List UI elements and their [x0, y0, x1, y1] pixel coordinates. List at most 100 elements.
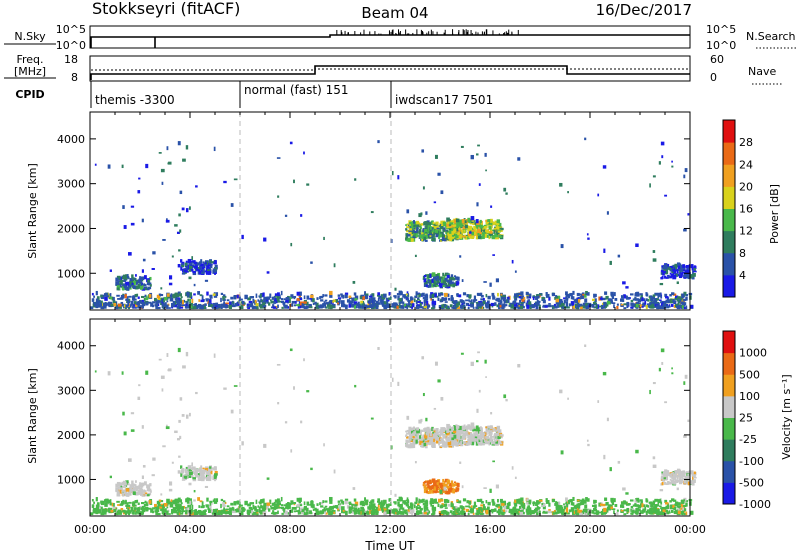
- power-cell: [329, 299, 333, 302]
- power-cell: [565, 301, 569, 304]
- power-cell: [575, 304, 577, 309]
- power-cell: [424, 299, 428, 303]
- velocity-cell: [183, 475, 188, 479]
- power-cell: [439, 231, 443, 234]
- power-cell: [675, 295, 679, 300]
- power-cell: [272, 306, 277, 309]
- velocity-cell: [431, 426, 434, 432]
- velocity-cell: [439, 506, 443, 509]
- velocity-cell: [545, 500, 550, 504]
- velocity-cell: [184, 511, 188, 515]
- date-title: 16/Dec/2017: [596, 1, 692, 19]
- power-cell: [193, 305, 197, 310]
- power-cell: [519, 305, 524, 309]
- power-cell: [665, 271, 669, 274]
- power-cell: [139, 305, 142, 309]
- power-cell: [320, 295, 324, 299]
- velocity-cell: [190, 501, 193, 506]
- power-cell: [373, 302, 376, 307]
- power-cell: [415, 305, 420, 309]
- power-cell: [639, 293, 643, 296]
- power-cell: [558, 295, 561, 300]
- power-cell: [413, 298, 416, 303]
- power-cell: [426, 300, 429, 305]
- power-cell: [629, 297, 631, 300]
- power-cell: [604, 291, 608, 295]
- power-cell: [353, 301, 358, 304]
- velocity-cell: [212, 499, 216, 502]
- velocity-cell: [327, 509, 331, 513]
- power-cell: [500, 305, 503, 309]
- velocity-cell: [158, 499, 162, 502]
- power-cell: [660, 301, 663, 304]
- velocity-cell: [224, 512, 228, 515]
- power-cell: [413, 230, 418, 234]
- velocity-cell: [125, 510, 129, 514]
- velocity-cell: [680, 508, 683, 510]
- power-cell: [542, 305, 546, 308]
- power-cell: [691, 266, 694, 271]
- power-cell: [258, 300, 261, 305]
- velocity-cell: [466, 500, 469, 504]
- power-cell: [141, 289, 146, 291]
- power-cell: [96, 300, 100, 305]
- velocity-cell: [357, 507, 360, 513]
- power-cell: [120, 301, 124, 305]
- velocity-cell: [397, 510, 401, 515]
- velocity-cell: [280, 506, 285, 510]
- power-cell: [399, 293, 402, 296]
- power-cell: [181, 300, 185, 305]
- power-cell: [465, 299, 469, 302]
- power-cell: [231, 304, 236, 308]
- velocity-cell: [468, 500, 472, 505]
- velocity-cell: [432, 428, 435, 431]
- power-cell: [154, 304, 159, 307]
- velocity-cell: [406, 432, 410, 435]
- velocity-cell: [141, 505, 145, 508]
- power-cell: [438, 234, 442, 238]
- power-cell: [492, 254, 495, 256]
- velocity-cell: [435, 427, 439, 432]
- power-cell: [657, 293, 662, 297]
- power-cell: [448, 238, 453, 242]
- power-cell: [342, 303, 345, 306]
- power-cell: [440, 220, 444, 225]
- power-cell: [402, 294, 406, 298]
- velocity-cell: [666, 504, 669, 509]
- power-cell: [354, 295, 359, 300]
- velocity-cell: [503, 501, 507, 504]
- power-cell: [144, 298, 149, 301]
- velocity-cell: [266, 507, 270, 510]
- velocity-cell: [115, 490, 119, 493]
- velocity-cell: [161, 505, 164, 510]
- power-cell: [123, 225, 127, 229]
- power-cell: [362, 295, 365, 301]
- velocity-cell: [377, 498, 381, 502]
- power-cell: [197, 266, 200, 271]
- power-cell: [453, 228, 457, 233]
- velocity-cell: [422, 502, 425, 506]
- power-cell: [470, 154, 474, 160]
- power-cell: [160, 168, 165, 173]
- velocity-cell: [157, 504, 161, 507]
- power-cell: [553, 303, 556, 307]
- power-cell: [161, 181, 164, 185]
- power-cell: [464, 220, 467, 224]
- velocity-cell: [213, 508, 216, 514]
- power-cell: [183, 268, 188, 271]
- power-cell: [151, 267, 155, 270]
- power-cell: [436, 227, 440, 230]
- velocity-cell: [373, 505, 377, 508]
- power-cell: [143, 275, 147, 280]
- power-cell: [517, 303, 521, 306]
- freq-top-tick: 18: [64, 53, 78, 66]
- power-cell: [152, 251, 156, 255]
- power-cell: [424, 283, 428, 287]
- velocity-cell: [132, 501, 135, 505]
- power-cell: [611, 295, 615, 300]
- velocity-cell: [340, 509, 343, 514]
- power-cell: [324, 294, 328, 297]
- velocity-cell: [416, 427, 420, 431]
- power-cell: [440, 190, 444, 195]
- velocity-cell: [332, 505, 337, 509]
